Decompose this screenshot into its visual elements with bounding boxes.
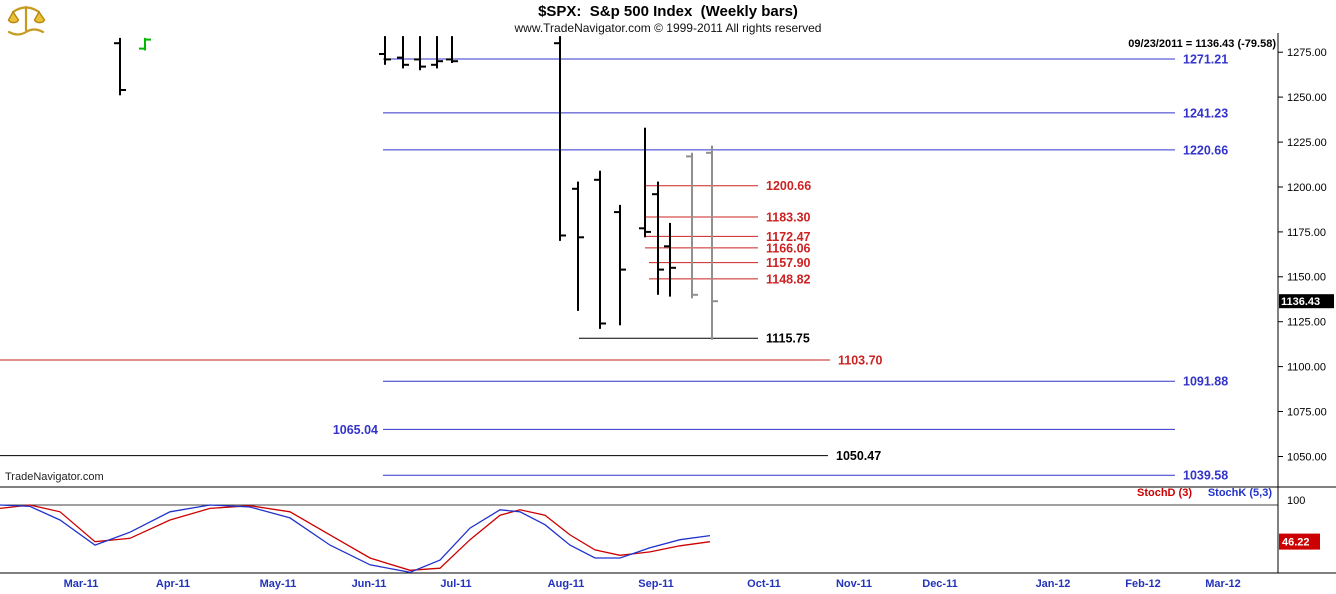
- level-label-1200.66: 1200.66: [766, 179, 811, 193]
- level-label-1091.88: 1091.88: [1183, 375, 1228, 389]
- month-label-Feb-12: Feb-12: [1125, 578, 1160, 590]
- level-label-1148.82: 1148.82: [766, 272, 811, 286]
- chart-title: $SPX: S&p 500 Index (Weekly bars): [538, 3, 798, 20]
- level-label-1115.75: 1115.75: [766, 332, 810, 346]
- price-tick-label: 1125.00: [1287, 317, 1326, 329]
- month-label-May-11: May-11: [260, 578, 297, 590]
- level-label-1065.04: 1065.04: [333, 423, 378, 437]
- quote-info: 09/23/2011 = 1136.43 (-79.58): [1128, 38, 1276, 50]
- price-tick-label: 1200.00: [1287, 182, 1327, 194]
- stoch-legend-StochK (5,3): StochK (5,3): [1208, 487, 1273, 499]
- stoch-value-box: [1279, 533, 1320, 550]
- price-tick-label: 1150.00: [1287, 272, 1326, 284]
- month-label-Jan-12: Jan-12: [1036, 578, 1071, 590]
- stoch-top-tick-label: 100: [1287, 495, 1305, 507]
- level-label-1166.06: 1166.06: [766, 241, 811, 255]
- stoch-curve-StochK (5,3): [0, 504, 711, 573]
- level-label-1220.66: 1220.66: [1183, 143, 1228, 157]
- last-price-box: [1279, 294, 1334, 309]
- stoch-value-label: 46.22: [1282, 536, 1310, 548]
- month-label-Dec-11: Dec-11: [922, 578, 957, 590]
- stoch-legend-StochD (3): StochD (3): [1137, 487, 1192, 499]
- level-label-1172.47: 1172.47: [766, 230, 811, 244]
- month-label-Apr-11: Apr-11: [156, 578, 190, 590]
- trade-navigator-logo-icon: [7, 5, 46, 36]
- month-label-Aug-11: Aug-11: [548, 578, 585, 590]
- watermark: TradeNavigator.com: [5, 471, 104, 483]
- month-label-Nov-11: Nov-11: [836, 578, 872, 590]
- level-label-1039.58: 1039.58: [1183, 469, 1228, 483]
- price-tick-label: 1100.00: [1287, 361, 1326, 373]
- last-price-label: 1136.43: [1281, 296, 1320, 308]
- chart-header: $SPX: S&p 500 Index (Weekly bars) www.Tr…: [0, 0, 1336, 50]
- month-label-Jul-11: Jul-11: [440, 578, 471, 590]
- level-label-1241.23: 1241.23: [1183, 106, 1228, 120]
- level-label-1183.30: 1183.30: [766, 210, 811, 224]
- stoch-curve-StochD (3): [0, 504, 711, 571]
- price-tick-label: 1275.00: [1287, 47, 1327, 59]
- chart-subtitle: www.TradeNavigator.com © 1999-2011 All r…: [514, 21, 822, 35]
- month-label-Mar-11: Mar-11: [64, 578, 99, 590]
- month-label-Sep-11: Sep-11: [638, 578, 673, 590]
- month-label-Oct-11: Oct-11: [747, 578, 781, 590]
- price-tick-label: 1050.00: [1287, 451, 1327, 463]
- month-label-Mar-12: Mar-12: [1205, 578, 1240, 590]
- level-label-1103.70: 1103.70: [838, 353, 883, 367]
- price-tick-label: 1175.00: [1287, 227, 1326, 239]
- level-label-1157.90: 1157.90: [766, 256, 811, 270]
- price-tick-label: 1075.00: [1287, 406, 1327, 418]
- level-label-1050.47: 1050.47: [836, 449, 881, 463]
- price-tick-label: 1250.00: [1287, 92, 1327, 104]
- month-label-Jun-11: Jun-11: [352, 578, 387, 590]
- price-tick-label: 1225.00: [1287, 137, 1327, 149]
- level-label-1271.21: 1271.21: [1183, 52, 1228, 66]
